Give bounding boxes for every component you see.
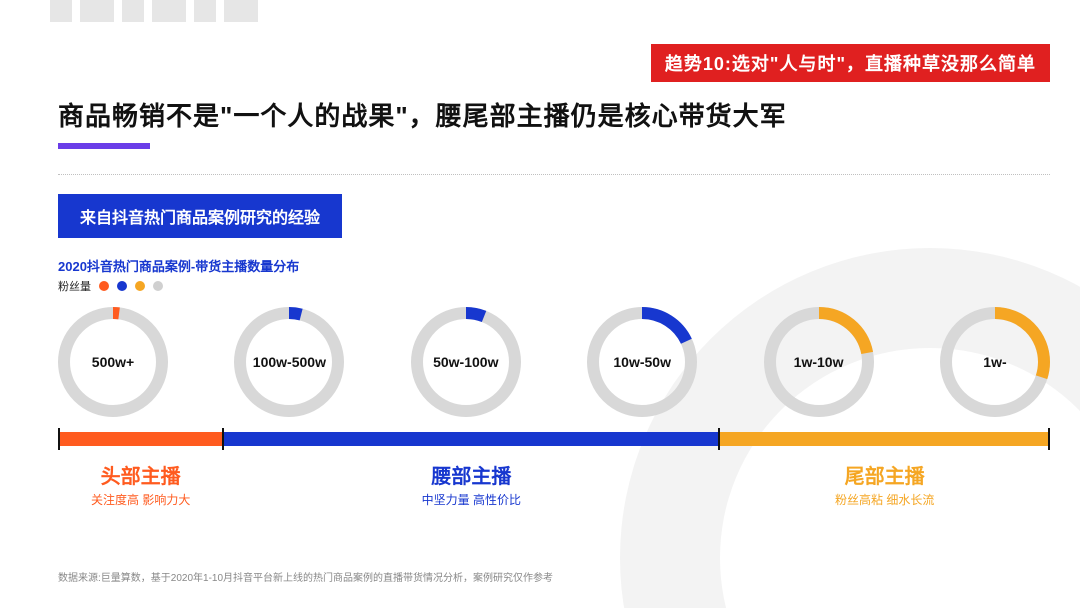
divider-dotted bbox=[58, 174, 1050, 175]
donut: 10w-50w bbox=[587, 307, 697, 417]
category: 尾部主播 粉丝高粘 细水长流 bbox=[719, 460, 1050, 508]
category-subtitle: 中坚力量 高性价比 bbox=[223, 491, 719, 508]
chart-title: 2020抖音热门商品案例-带货主播数量分布 bbox=[58, 256, 299, 275]
slide-root: 趋势10:选对"人与时"，直播种草没那么简单 商品畅销不是"一个人的战果"，腰尾… bbox=[0, 0, 1080, 608]
donut-label: 1w-10w bbox=[794, 354, 844, 370]
category: 头部主播 关注度高 影响力大 bbox=[58, 460, 223, 508]
category: 腰部主播 中坚力量 高性价比 bbox=[223, 460, 719, 508]
trend-tag-banner: 趋势10:选对"人与时"，直播种草没那么简单 bbox=[651, 44, 1050, 82]
section-subtitle-bar: 来自抖音热门商品案例研究的经验 bbox=[58, 194, 342, 238]
axis-segment bbox=[222, 432, 720, 446]
legend-dot bbox=[153, 281, 163, 291]
legend: 粉丝量 bbox=[58, 278, 163, 294]
axis-segment bbox=[58, 432, 224, 446]
donut: 100w-500w bbox=[234, 307, 344, 417]
axis-segment bbox=[718, 432, 1050, 446]
axis-bar bbox=[58, 432, 1050, 446]
donut: 50w-100w bbox=[411, 307, 521, 417]
category-title: 腰部主播 bbox=[223, 460, 719, 489]
category-subtitle: 关注度高 影响力大 bbox=[58, 491, 223, 508]
legend-dot bbox=[99, 281, 109, 291]
category-subtitle: 粉丝高粘 细水长流 bbox=[719, 491, 1050, 508]
donut-label: 10w-50w bbox=[613, 354, 671, 370]
donut: 500w+ bbox=[58, 307, 168, 417]
category-row: 头部主播 关注度高 影响力大腰部主播 中坚力量 高性价比尾部主播 粉丝高粘 细水… bbox=[58, 460, 1050, 508]
legend-dot bbox=[135, 281, 145, 291]
donut-row: 500w+ 100w-500w 50w-100w 10w-50w 1w-10w … bbox=[58, 302, 1050, 422]
top-decoration-blocks bbox=[50, 0, 258, 22]
donut-label: 1w- bbox=[983, 354, 1006, 370]
donut: 1w- bbox=[940, 307, 1050, 417]
category-title: 头部主播 bbox=[58, 460, 223, 489]
donut: 1w-10w bbox=[764, 307, 874, 417]
legend-label: 粉丝量 bbox=[58, 278, 91, 294]
title-block: 商品畅销不是"一个人的战果"，腰尾部主播仍是核心带货大军 bbox=[58, 96, 787, 149]
main-title: 商品畅销不是"一个人的战果"，腰尾部主播仍是核心带货大军 bbox=[58, 96, 787, 133]
category-title: 尾部主播 bbox=[719, 460, 1050, 489]
title-underline bbox=[58, 143, 150, 149]
legend-dot bbox=[117, 281, 127, 291]
footnote: 数据来源:巨量算数，基于2020年1-10月抖音平台新上线的热门商品案例的直播带… bbox=[58, 569, 553, 584]
donut-label: 100w-500w bbox=[253, 354, 326, 370]
donut-label: 50w-100w bbox=[433, 354, 498, 370]
donut-label: 500w+ bbox=[92, 354, 134, 370]
